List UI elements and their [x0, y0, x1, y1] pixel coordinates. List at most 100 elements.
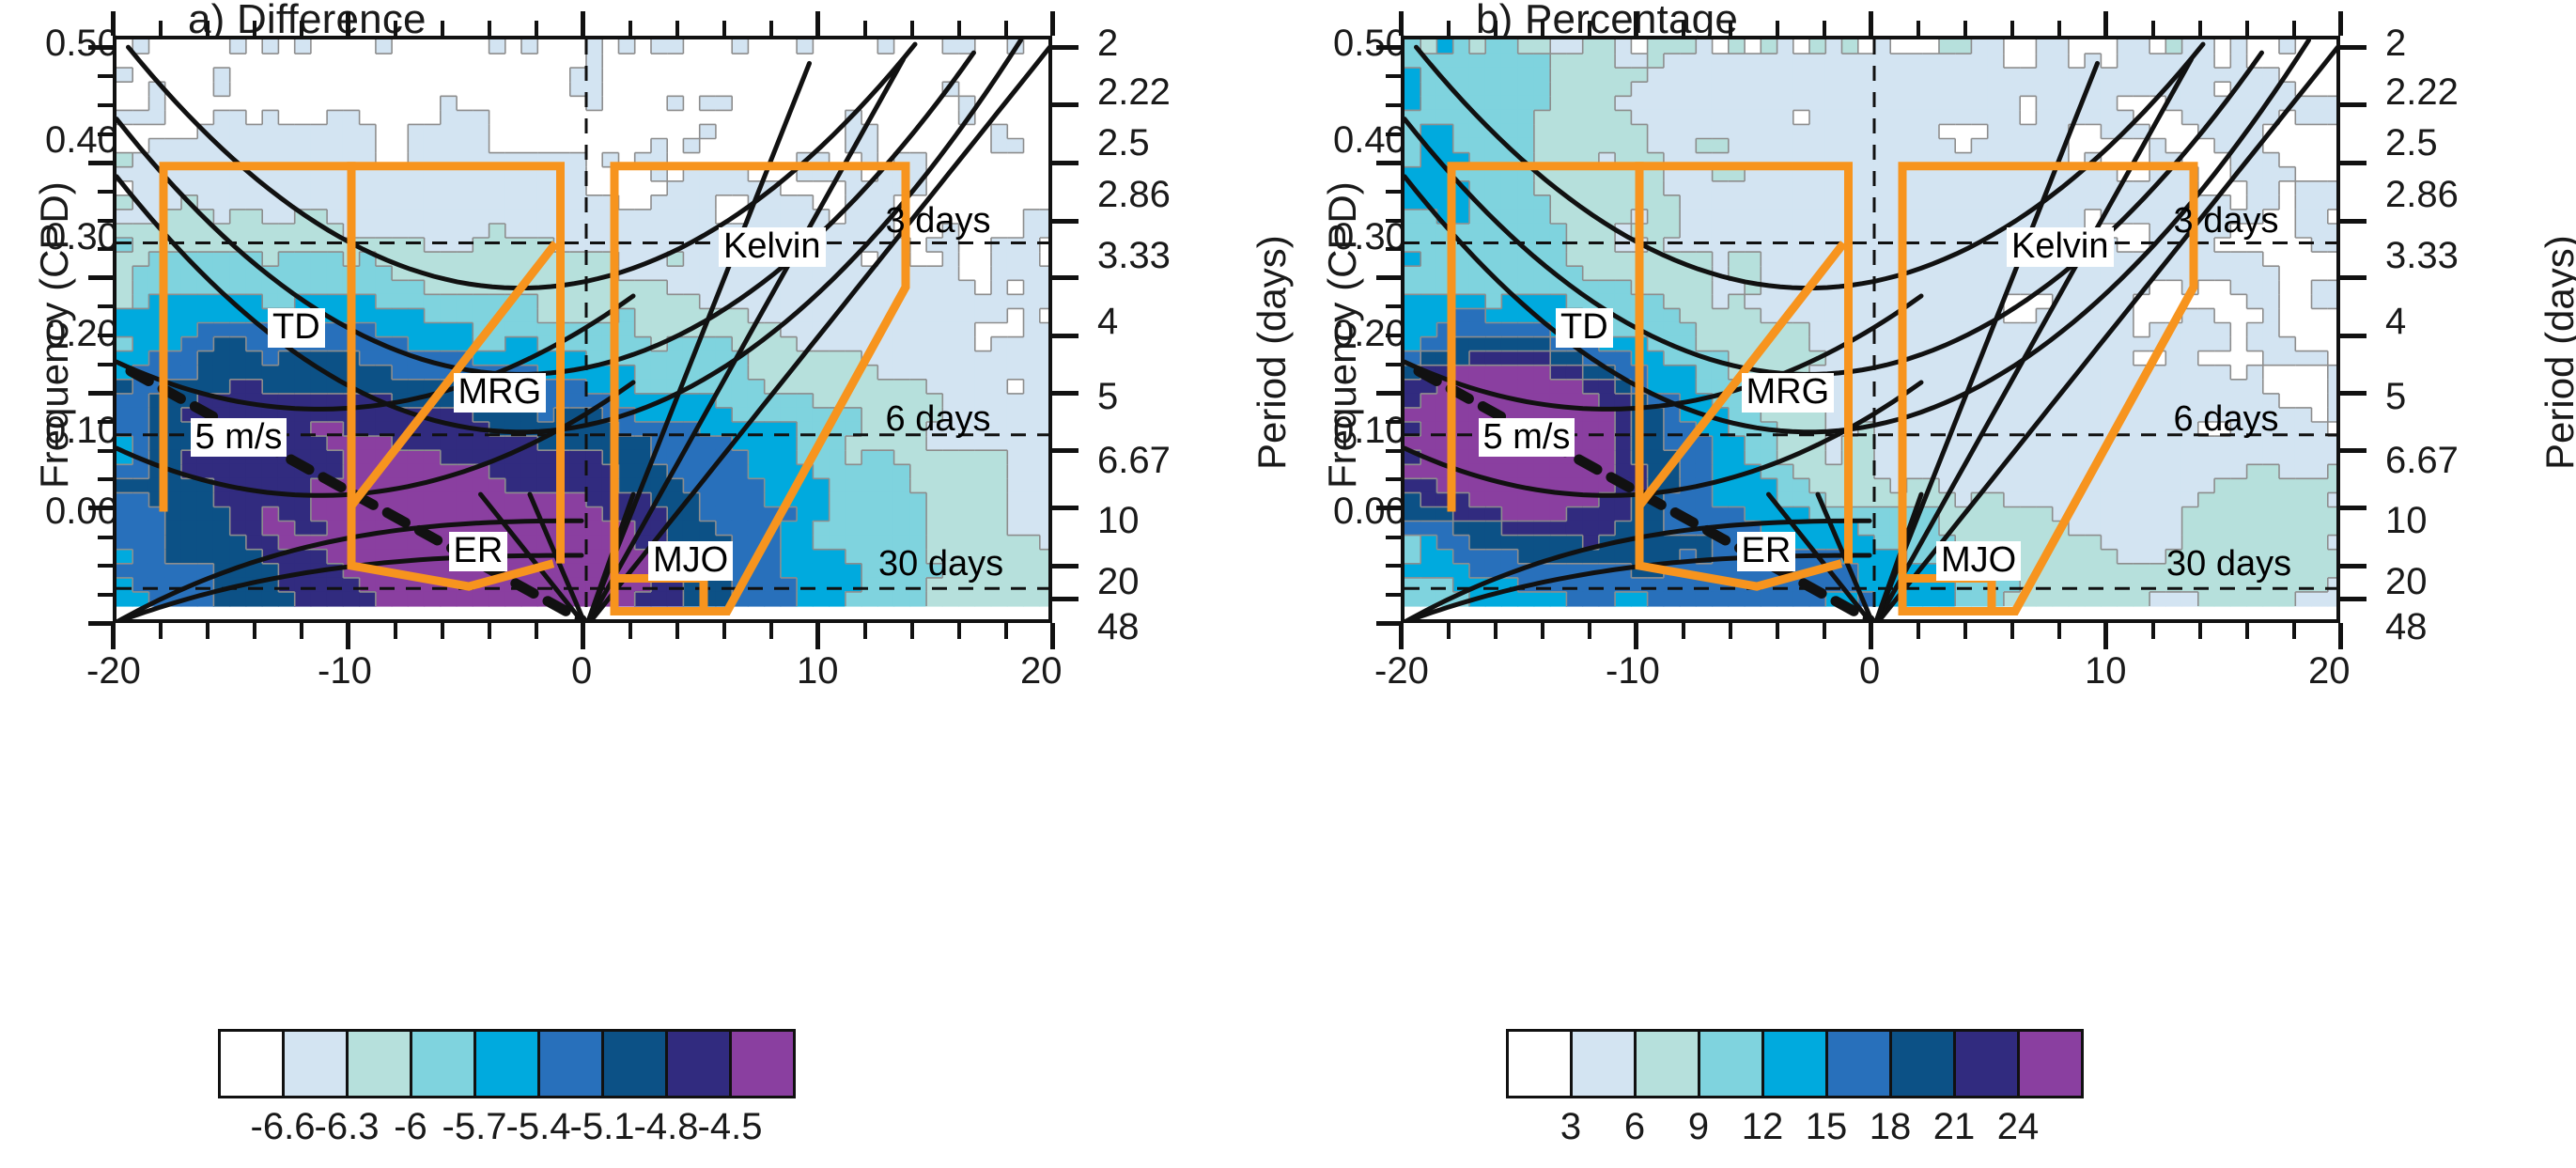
colorbar-tick-label: -6.6: [250, 1106, 316, 1147]
xtick-top-minor: [1963, 21, 1967, 36]
ytick-mark: [88, 160, 113, 165]
xtick-top-minor: [487, 21, 491, 36]
xtick-minor: [675, 623, 679, 639]
colorbar-swatch: [1892, 1032, 1956, 1096]
xtick-top-minor: [1493, 21, 1497, 36]
xtick-top-mark: [1634, 11, 1638, 36]
period-2: 2: [2385, 23, 2407, 64]
xtick-top-mark: [815, 11, 820, 36]
xtick-top-minor: [2056, 21, 2061, 36]
xtick-minor: [628, 623, 632, 639]
panel-b-title: b) Percentage: [1476, 0, 1738, 42]
annotation-td: TD: [1556, 308, 1613, 349]
period-tick-mark: [2340, 597, 2367, 602]
period-2.86: 2.86: [2385, 174, 2459, 215]
ytick-minor: [98, 74, 113, 79]
ytick-0.00: 0.00: [1333, 491, 1406, 532]
ytick-mark: [88, 275, 113, 281]
colorbar-tick-label: 3: [1560, 1106, 1582, 1147]
ytick-minor: [1386, 477, 1401, 482]
colorbar-tick-label: 9: [1687, 1106, 1710, 1147]
xtick-minor: [909, 623, 914, 639]
period-tick-mark: [2340, 274, 2367, 280]
xtick-top-minor: [2197, 21, 2202, 36]
ytick-0.40: 0.40: [1333, 119, 1406, 161]
xtick--20: -20: [1374, 650, 1429, 692]
xtick-mark: [1869, 623, 1873, 649]
ytick-minor: [98, 334, 113, 338]
ytick-minor: [98, 103, 113, 108]
xtick-mark: [581, 623, 585, 649]
ytick-minor: [1386, 103, 1401, 108]
xtick-top-minor: [909, 21, 914, 36]
annotation-td: TD: [268, 308, 325, 349]
period-2.5: 2.5: [1097, 122, 1150, 164]
xtick-minor: [487, 623, 491, 639]
xtick-top-minor: [2244, 21, 2249, 36]
xtick-top-minor: [675, 21, 679, 36]
xtick-top-minor: [768, 21, 773, 36]
xtick-top-mark: [1399, 11, 1404, 36]
ytick-0.10: 0.10: [45, 410, 118, 451]
ytick-minor: [1386, 218, 1401, 223]
ytick-minor: [1386, 362, 1401, 366]
colorbar-tick-label: -4.8: [633, 1106, 699, 1147]
xtick-minor: [393, 623, 397, 639]
xtick-top-minor: [158, 21, 163, 36]
ytick-mark: [1376, 621, 1401, 626]
xtick-top-minor: [393, 21, 397, 36]
ytick-minor: [98, 564, 113, 568]
annotation-5-m-s: 5 m/s: [1478, 417, 1575, 458]
xtick-top-minor: [2291, 21, 2296, 36]
xtick-top-minor: [1446, 21, 1451, 36]
ytick-minor: [1386, 334, 1401, 338]
period-tick-mark: [1052, 160, 1079, 165]
period-3.33: 3.33: [2385, 235, 2459, 276]
period-2.5: 2.5: [2385, 122, 2438, 164]
spectra-plot-percentage: [1401, 36, 2340, 623]
ytick-minor: [98, 592, 113, 597]
colorbar-percentage: [1506, 1029, 2084, 1098]
period-2: 2: [1097, 23, 1119, 64]
xtick-mark: [1399, 623, 1404, 649]
panel-b-period-label: Period (days): [2537, 235, 2576, 470]
colorbar-swatch: [604, 1032, 668, 1096]
xtick-top-minor: [956, 21, 961, 36]
xtick-top-minor: [862, 21, 867, 36]
xtick-minor: [1775, 623, 1779, 639]
colorbar-swatch: [668, 1032, 732, 1096]
period-4: 4: [1097, 301, 1119, 342]
ytick-mark: [1376, 390, 1401, 396]
xtick-top-minor: [628, 21, 632, 36]
colorbar-swatch: [1700, 1032, 1764, 1096]
annotation-er: ER: [1736, 531, 1796, 571]
ytick-minor: [1386, 304, 1401, 309]
ytick-minor: [98, 362, 113, 366]
colorbar-swatch: [1573, 1032, 1637, 1096]
ytick-minor: [98, 477, 113, 482]
period-20: 20: [1097, 561, 1140, 602]
annotation-3-days: 3 days: [2173, 201, 2279, 241]
colorbar-swatch: [412, 1032, 476, 1096]
xtick-minor: [1916, 623, 1920, 639]
period-tick-mark: [1052, 390, 1079, 396]
period-tick-mark: [2340, 101, 2367, 107]
panel-percentage: b) Percentage Frequency (CPD) Period (da…: [1288, 0, 2576, 1168]
ytick-minor: [1386, 448, 1401, 453]
xtick-top-mark: [346, 11, 350, 36]
colorbar-swatch: [285, 1032, 349, 1096]
xtick-minor: [1963, 623, 1967, 639]
colorbar-tick-label: 12: [1741, 1106, 1784, 1147]
annotation-30-days: 30 days: [878, 544, 1004, 584]
annotation-er: ER: [448, 531, 508, 571]
ytick-0.30: 0.30: [1333, 216, 1406, 257]
xtick-10: 10: [2085, 650, 2127, 692]
colorbar-swatch: [732, 1032, 793, 1096]
ytick-0.00: 0.00: [45, 491, 118, 532]
period-10: 10: [2385, 500, 2428, 541]
period-20: 20: [2385, 561, 2428, 602]
panel-a-title: a) Difference: [188, 0, 427, 42]
period-5: 5: [1097, 376, 1119, 417]
xtick--20: -20: [86, 650, 141, 692]
xtick-top-minor: [1003, 21, 1008, 36]
